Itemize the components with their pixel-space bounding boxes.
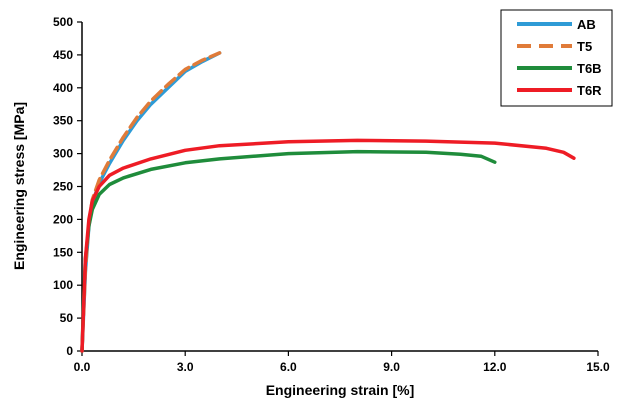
y-ticks: 0 50 100 150 200 250 300 350 400 450 500 [53,15,82,358]
series-line-ab [80,51,222,353]
series-lines [80,51,576,353]
legend: AB T5 T6B T6R [500,9,613,107]
legend-items: AB T5 T6B T6R [517,17,602,98]
series-line-t6b [80,149,497,353]
x-tick-label: 15.0 [586,360,610,374]
series-line-t6r [80,138,576,353]
x-tick-label: 6.0 [280,360,297,374]
plot-area: 0 50 100 150 200 250 300 350 400 450 500 0.0 3.0 6.0… [53,15,610,374]
y-axis-title: Engineering stress [MPa] [11,102,27,270]
x-tick-label: 9.0 [383,360,400,374]
y-tick-label: 400 [53,81,73,95]
series-line-t5 [80,51,222,353]
y-tick-label: 0 [66,344,73,358]
y-tick-label: 150 [53,245,73,259]
legend-label-t5: T5 [577,39,592,54]
x-ticks: 0.0 3.0 6.0 9.0 12.0 15.0 [74,351,610,374]
y-tick-label: 500 [53,15,73,29]
x-tick-label: 0.0 [74,360,91,374]
y-tick-label: 450 [53,48,73,62]
y-tick-label: 250 [53,180,73,194]
legend-label-t6b: T6B [577,61,602,76]
legend-label-t6r: T6R [577,83,602,98]
y-tick-label: 50 [60,311,74,325]
y-tick-label: 100 [53,278,73,292]
y-tick-label: 350 [53,114,73,128]
y-tick-label: 200 [53,212,73,226]
x-tick-label: 3.0 [177,360,194,374]
legend-label-ab: AB [577,17,596,32]
x-axis-title: Engineering strain [%] [266,382,415,398]
y-tick-label: 300 [53,147,73,161]
x-tick-label: 12.0 [483,360,507,374]
